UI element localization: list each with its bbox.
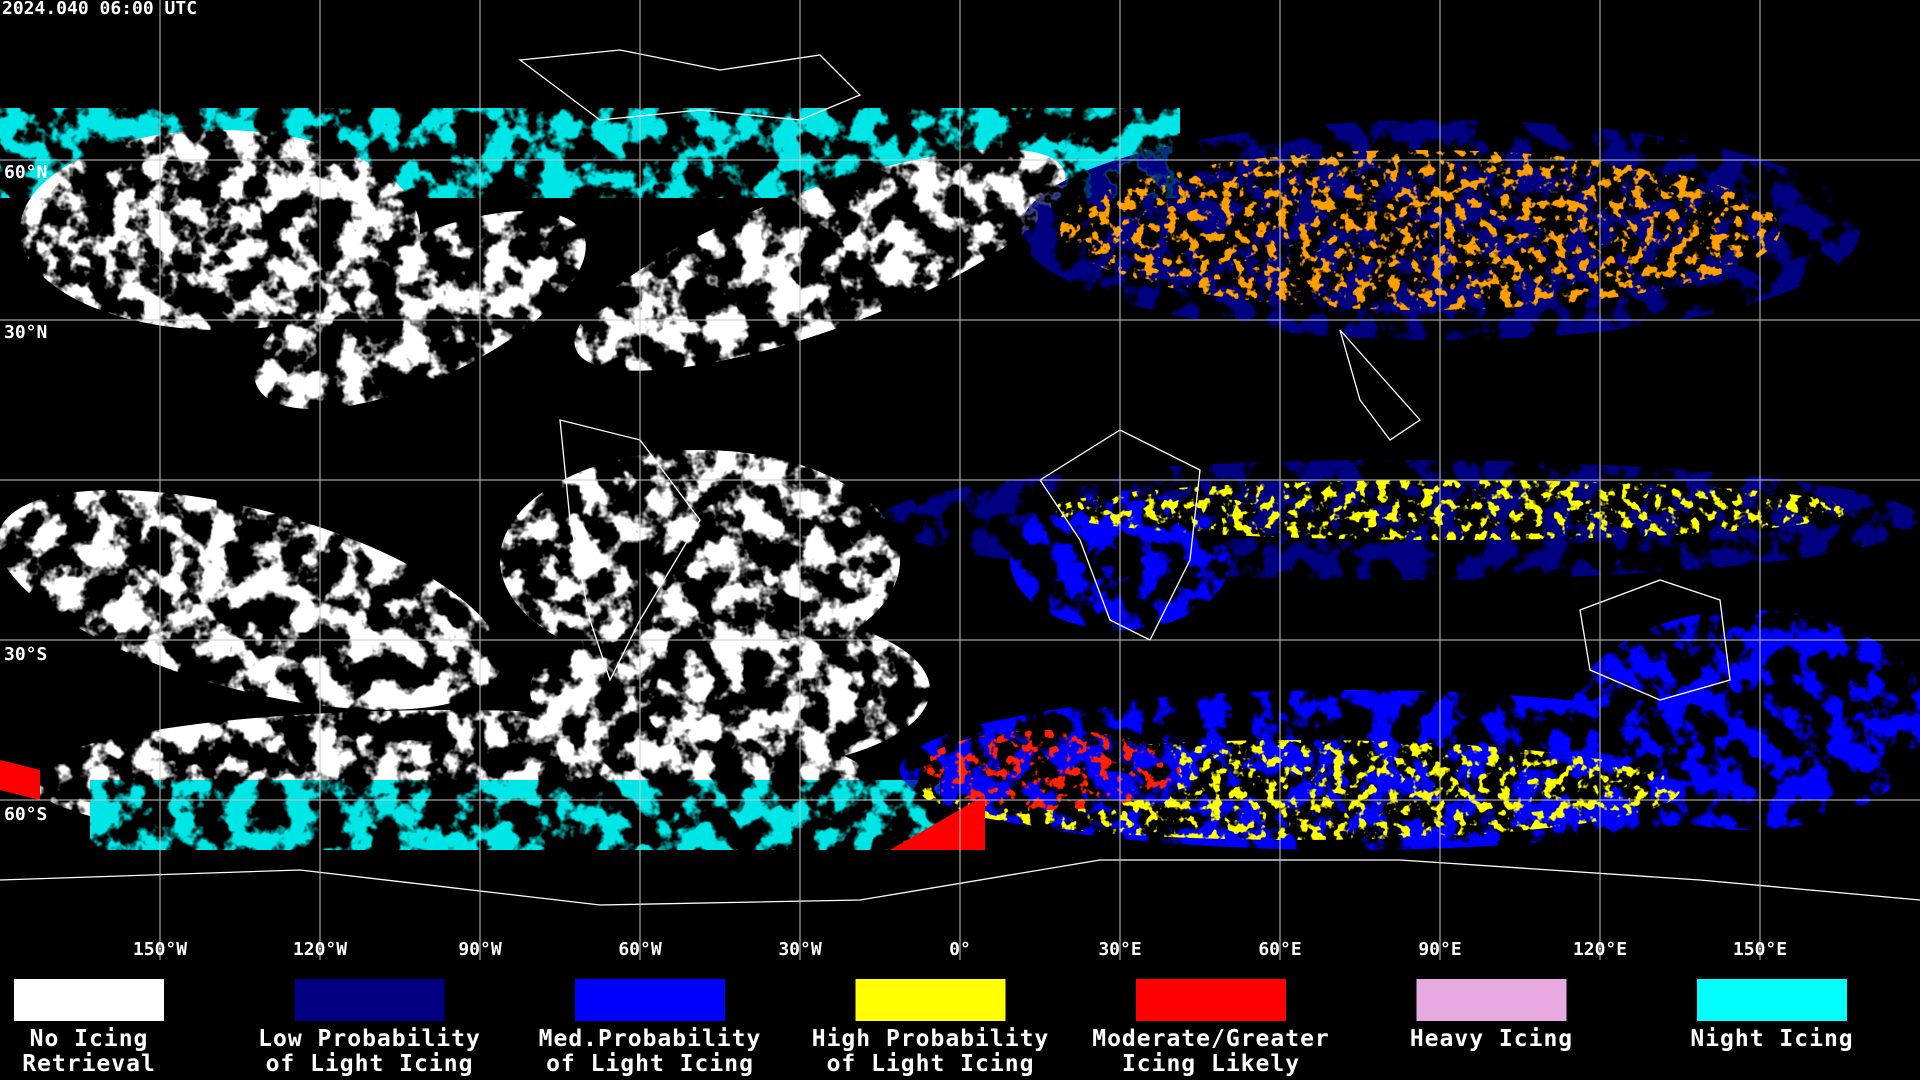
- icing-region: [890, 795, 985, 850]
- legend-label: Moderate/Greater: [1092, 1026, 1330, 1052]
- legend-swatch: [14, 979, 164, 1021]
- longitude-label: 0°: [949, 939, 971, 960]
- legend-label: Retrieval: [22, 1051, 156, 1077]
- graticule-labels: 150°W 120°W 90°W 60°W 30°W 0° 30°E 60°E 90°E 120°…: [4, 162, 1787, 960]
- legend-label: Heavy Icing: [1410, 1026, 1573, 1052]
- legend-label: No Icing: [30, 1026, 149, 1052]
- latitude-label: 60°S: [4, 804, 47, 825]
- legend-swatch: [855, 979, 1006, 1021]
- legend-swatch: [1416, 979, 1567, 1021]
- graticule: [0, 0, 1920, 960]
- legend-label: of Light Icing: [266, 1051, 474, 1077]
- longitude-label: 60°E: [1258, 939, 1301, 960]
- longitude-label: 90°W: [458, 939, 502, 960]
- legend-label: Med.Probability: [539, 1026, 762, 1052]
- legend-label: High Probability: [812, 1026, 1050, 1052]
- longitude-label: 120°E: [1573, 939, 1627, 960]
- legend-swatch: [1697, 979, 1847, 1021]
- latitude-label: 60°N: [4, 162, 47, 183]
- longitude-label: 30°E: [1098, 939, 1141, 960]
- legend-label: of Light Icing: [827, 1051, 1035, 1077]
- icing-region: [0, 760, 40, 800]
- longitude-label: 150°W: [133, 939, 187, 960]
- legend-label: Low Probability: [258, 1026, 481, 1052]
- latitude-label: 30°S: [4, 644, 47, 665]
- legend-label: Night Icing: [1690, 1026, 1853, 1052]
- timestamp: 2024.040 06:00 UTC: [2, 0, 197, 19]
- legend-swatch: [1136, 979, 1286, 1021]
- longitude-label: 150°E: [1733, 939, 1787, 960]
- longitude-label: 30°W: [778, 939, 822, 960]
- longitude-label: 60°W: [618, 939, 662, 960]
- legend-label: of Light Icing: [546, 1051, 754, 1077]
- legend-swatch: [294, 979, 445, 1021]
- longitude-label: 120°W: [293, 939, 347, 960]
- longitude-label: 90°E: [1418, 939, 1461, 960]
- legend-label: Icing Likely: [1122, 1051, 1300, 1077]
- legend-swatch: [575, 979, 725, 1021]
- latitude-label: 30°N: [4, 322, 47, 343]
- coastlines: [0, 49, 1920, 906]
